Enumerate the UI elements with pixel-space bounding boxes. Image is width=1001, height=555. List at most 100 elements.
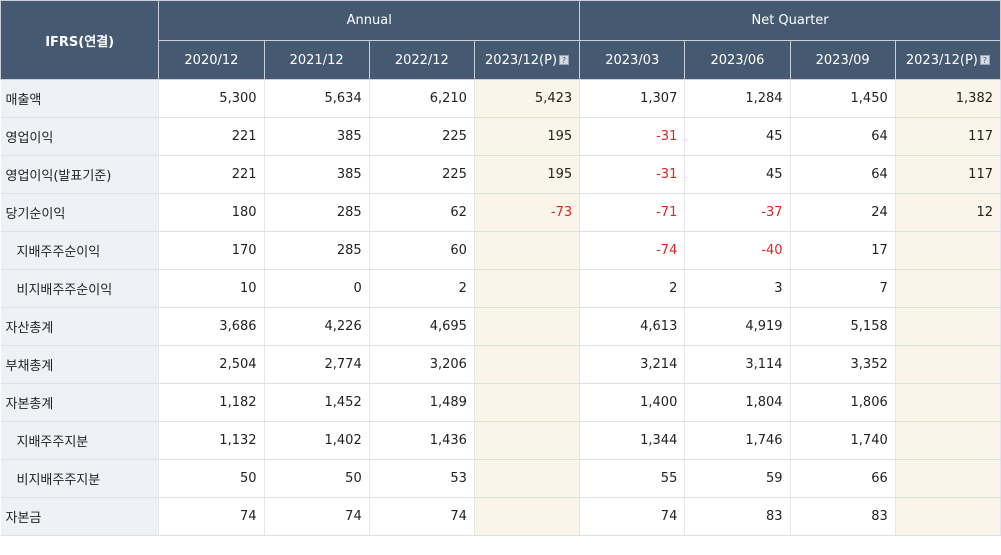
row-label: 지배주주순이익 — [0, 231, 160, 270]
table-cell: 55 — [579, 459, 686, 498]
table-cell: 74 — [579, 497, 686, 536]
table-cell: 74 — [369, 497, 475, 536]
table-cell: 7 — [790, 269, 896, 308]
table-cell — [474, 421, 581, 460]
table-cell — [895, 345, 1001, 384]
table-cell: 45 — [684, 155, 791, 194]
table-cell: 5,423 — [474, 79, 581, 118]
financial-summary-table: IFRS(연결) Annual Net Quarter 2020/12 2021… — [0, 0, 1001, 536]
table-cell: 74 — [158, 497, 265, 536]
table-cell: 59 — [684, 459, 791, 498]
table-cell: 2,504 — [158, 345, 265, 384]
table-cell: 50 — [264, 459, 370, 498]
table-cell: 385 — [264, 117, 370, 156]
table-cell — [474, 383, 581, 422]
table-cell: 1,746 — [684, 421, 791, 460]
table-cell: 83 — [790, 497, 896, 536]
row-label: 자본금 — [0, 497, 160, 536]
table-cell: 4,613 — [579, 307, 686, 346]
row-label: 당기순이익 — [0, 193, 160, 232]
table-cell: 60 — [369, 231, 475, 270]
table-cell: 1,740 — [790, 421, 896, 460]
table-cell: 3,206 — [369, 345, 475, 384]
table-cell: 385 — [264, 155, 370, 194]
table-cell: 1,806 — [790, 383, 896, 422]
table-row: 영업이익(발표기준) 221 385 225 195 -31 45 64 117 — [0, 155, 1001, 194]
row-label: 매출액 — [0, 79, 160, 118]
period-header: 2023/03 — [579, 40, 686, 80]
table-cell: -31 — [579, 117, 686, 156]
table-cell — [895, 421, 1001, 460]
table-cell: 64 — [790, 155, 896, 194]
table-cell: 2,774 — [264, 345, 370, 384]
table-row: 지배주주지분 1,132 1,402 1,436 1,344 1,746 1,740 — [0, 421, 1001, 460]
table-cell: 1,182 — [158, 383, 265, 422]
table-cell: 285 — [264, 231, 370, 270]
row-label: 자본총계 — [0, 383, 160, 422]
table-cell: 117 — [895, 155, 1001, 194]
table-cell: 5,158 — [790, 307, 896, 346]
table-row: 비지배주주순이익 10 0 2 2 3 7 — [0, 269, 1001, 308]
table-cell: 1,132 — [158, 421, 265, 460]
table-row: 비지배주주지분 50 50 53 55 59 66 — [0, 459, 1001, 498]
table-cell: 3,686 — [158, 307, 265, 346]
table-cell — [474, 307, 581, 346]
period-header-estimate: 2023/12(P)? — [473, 40, 581, 80]
table-cell: 1,452 — [264, 383, 370, 422]
row-label: 비지배주주순이익 — [0, 269, 160, 308]
table-cell — [474, 231, 581, 270]
ifrs-header: IFRS(연결) — [0, 0, 160, 80]
table-cell — [895, 231, 1001, 270]
period-header: 2022/12 — [368, 40, 475, 80]
table-cell: 64 — [790, 117, 896, 156]
table-cell: 221 — [158, 155, 265, 194]
table-cell: 0 — [264, 269, 370, 308]
row-label: 영업이익 — [0, 117, 160, 156]
table-cell: 17 — [790, 231, 896, 270]
table-cell: 1,400 — [579, 383, 686, 422]
table-row: 영업이익 221 385 225 195 -31 45 64 117 — [0, 117, 1001, 156]
table-cell — [895, 497, 1001, 536]
table-row: 매출액 5,300 5,634 6,210 5,423 1,307 1,284 1,450 1,… — [0, 79, 1001, 118]
row-label: 부채총계 — [0, 345, 160, 384]
table-cell: 83 — [684, 497, 791, 536]
table-row: 당기순이익 180 285 62 -73 -71 -37 24 12 — [0, 193, 1001, 232]
table-cell: -71 — [579, 193, 686, 232]
table-cell: 74 — [264, 497, 370, 536]
table-cell — [474, 459, 581, 498]
table-cell: 4,226 — [264, 307, 370, 346]
table-cell: 1,344 — [579, 421, 686, 460]
period-header: 2020/12 — [158, 40, 265, 80]
table-cell: 12 — [895, 193, 1001, 232]
table-cell: 195 — [474, 155, 581, 194]
table-row: 자본총계 1,182 1,452 1,489 1,400 1,804 1,806 — [0, 383, 1001, 422]
table-cell: 1,804 — [684, 383, 791, 422]
row-label: 자산총계 — [0, 307, 160, 346]
table-cell: 1,307 — [579, 79, 686, 118]
table-cell: 4,919 — [684, 307, 791, 346]
table-row: 지배주주순이익 170 285 60 -74 -40 17 — [0, 231, 1001, 270]
table-cell: 24 — [790, 193, 896, 232]
table-cell: 50 — [158, 459, 265, 498]
table-cell: 3,352 — [790, 345, 896, 384]
table-cell: 195 — [474, 117, 581, 156]
table-cell: -40 — [684, 231, 791, 270]
table-cell: 10 — [158, 269, 265, 308]
row-label: 비지배주주지분 — [0, 459, 160, 498]
table-cell: 53 — [369, 459, 475, 498]
table-cell: 66 — [790, 459, 896, 498]
table-cell: 5,300 — [158, 79, 265, 118]
table-cell — [895, 307, 1001, 346]
table-cell — [474, 345, 581, 384]
table-cell — [895, 269, 1001, 308]
row-label: 영업이익(발표기준) — [0, 155, 160, 194]
table-cell: 225 — [369, 117, 475, 156]
table-row: 부채총계 2,504 2,774 3,206 3,214 3,114 3,352 — [0, 345, 1001, 384]
period-header: 2023/06 — [684, 40, 791, 80]
question-icon[interactable]: ? — [979, 54, 990, 65]
annual-header: Annual — [158, 0, 581, 41]
table-cell: 3,114 — [684, 345, 791, 384]
question-icon[interactable]: ? — [559, 54, 570, 65]
period-header: 2021/12 — [263, 40, 370, 80]
table-cell: 1,284 — [684, 79, 791, 118]
